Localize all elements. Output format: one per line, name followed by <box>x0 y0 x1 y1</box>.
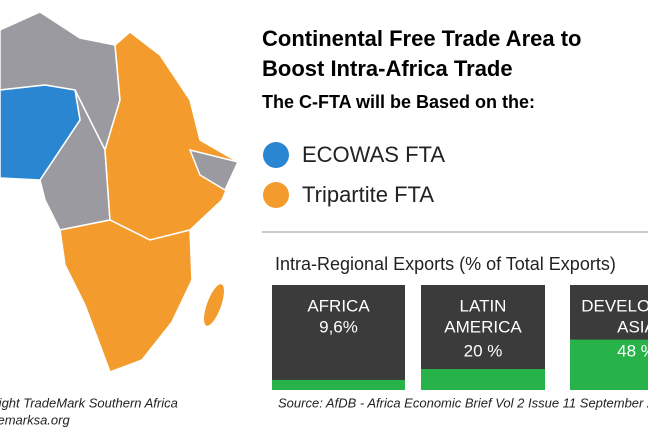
copyright: www.trademarksa.org <box>0 412 70 427</box>
map-region <box>59 219 193 373</box>
chart-title: Intra-Regional Exports (% of Total Expor… <box>275 254 616 274</box>
legend-label: ECOWAS FTA <box>302 142 445 167</box>
panel <box>272 285 405 390</box>
panel-name: AMERICA <box>444 317 522 336</box>
value-fill <box>570 339 648 390</box>
value-fill <box>272 379 405 390</box>
legend-swatch <box>263 182 289 208</box>
title: Continental Free Trade Area to <box>262 26 581 51</box>
panel-name: ASIA <box>617 317 648 336</box>
panel-name: DEVELOPING <box>581 296 648 315</box>
map-region <box>104 31 239 241</box>
panel-name: LATIN <box>460 296 507 315</box>
legend-label: Tripartite FTA <box>302 182 434 207</box>
copyright: Copyright TradeMark Southern Africa <box>0 395 178 410</box>
subtitle: The C-FTA will be Based on the: <box>262 92 535 112</box>
value-label: 48 % <box>617 341 648 360</box>
legend-swatch <box>263 142 289 168</box>
value-label: 20 % <box>464 341 503 360</box>
map-region <box>204 284 224 326</box>
source: Source: AfDB - Africa Economic Brief Vol… <box>278 395 648 410</box>
africa-map <box>0 11 240 373</box>
value-fill <box>421 369 545 390</box>
panel-name: AFRICA <box>307 296 370 315</box>
map-region <box>188 148 240 192</box>
title: Boost Intra-Africa Trade <box>262 56 513 81</box>
value-label: 9,6% <box>319 317 358 336</box>
map-region <box>0 84 81 181</box>
